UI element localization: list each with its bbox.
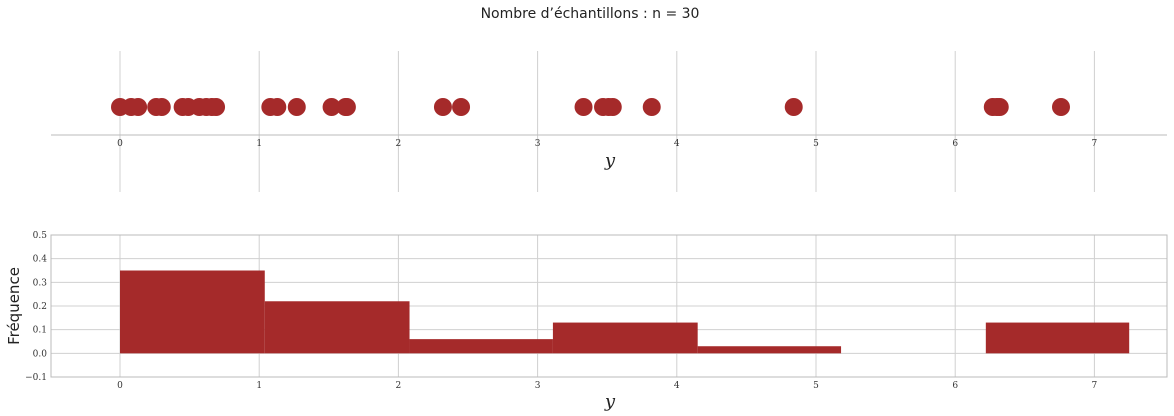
sample-point (642, 98, 661, 116)
sample-point (452, 98, 471, 116)
hist-x-tick-label: 3 (535, 381, 541, 391)
histogram-bar (120, 270, 265, 354)
hist-frame (50, 234, 1168, 378)
histogram-bar (552, 322, 698, 354)
strip-x-axis-label: y (604, 150, 616, 171)
sample-point (287, 98, 306, 116)
hist-x-tick-label: 4 (674, 381, 680, 391)
strip-x-tick-label: 6 (952, 139, 958, 149)
sample-point (574, 98, 593, 116)
histogram-bar (264, 301, 410, 354)
histogram-bar (409, 339, 553, 354)
hist-x-tick-label: 0 (117, 381, 123, 391)
hist-x-tick-label: 5 (813, 381, 819, 391)
strip-x-tick-label: 5 (813, 139, 819, 149)
histogram: 0 1 2 3 4 5 6 7 −0.1 0.0 0.1 0.2 0.3 0.4 0.5 y Fréquence (5, 231, 1168, 412)
hist-y-tick-label: 0.0 (33, 349, 48, 359)
hist-y-tick-label: 0.3 (33, 278, 48, 288)
hist-y-tick-label: 0.4 (33, 255, 48, 265)
sample-point (129, 98, 148, 116)
strip-x-tick-label: 2 (396, 139, 402, 149)
hist-x-tick-label: 7 (1092, 381, 1098, 391)
hist-x-tick-label: 1 (256, 381, 262, 391)
sample-point (433, 98, 452, 116)
sample-point (268, 98, 287, 116)
hist-x-tick-label: 2 (396, 381, 402, 391)
sample-point (322, 98, 341, 116)
strip-x-tick-label: 3 (535, 139, 541, 149)
sample-point (337, 98, 356, 116)
histogram-bar (697, 346, 842, 354)
sample-point (1051, 98, 1070, 116)
strip-x-tick-label: 0 (117, 139, 123, 149)
strip-x-tick-label: 7 (1092, 139, 1098, 149)
histogram-bar (985, 322, 1130, 354)
hist-y-tick-label: 0.1 (33, 326, 47, 336)
hist-y-tick-label: 0.5 (33, 231, 48, 241)
strip-x-tick-label: 1 (256, 139, 262, 149)
hist-y-axis-label: Fréquence (5, 267, 23, 345)
sample-point (152, 98, 171, 116)
sample-point (603, 98, 622, 116)
figure-title: Nombre d’échantillons : n = 30 (481, 6, 700, 22)
hist-x-axis-label: y (604, 391, 616, 412)
hist-y-tick-label: −0.1 (25, 373, 47, 383)
sample-point (990, 98, 1009, 116)
sample-point (784, 98, 803, 116)
sample-point (207, 98, 226, 116)
strip-plot: 0 1 2 3 4 5 6 7 y (51, 51, 1167, 192)
hist-y-tick-label: 0.2 (33, 302, 47, 312)
strip-x-tick-label: 4 (674, 139, 680, 149)
hist-x-tick-label: 6 (952, 381, 958, 391)
